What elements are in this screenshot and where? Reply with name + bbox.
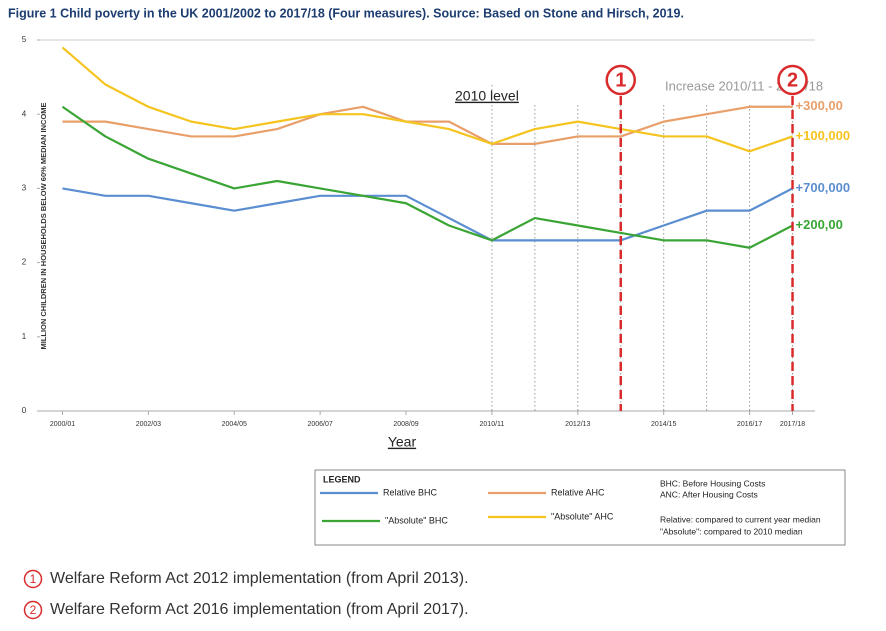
legend-note: "Absolute": compared to 2010 median xyxy=(660,526,803,536)
x-tick-label: 2012/13 xyxy=(565,421,590,428)
y-tick-label: 3 xyxy=(22,184,27,193)
baseline-annotation: 2010 level xyxy=(455,88,519,104)
footnote-marker: 1 xyxy=(30,572,37,586)
x-tick-label: 2014/15 xyxy=(651,421,676,428)
footnote-marker-circle xyxy=(23,569,43,589)
x-tick-label: 2002/03 xyxy=(136,421,161,428)
x-tick-label: 2017/18 xyxy=(780,421,805,428)
legend-note: BHC: Before Housing Costs xyxy=(660,478,765,488)
footnote-text: Welfare Reform Act 2016 implementation (… xyxy=(50,601,469,618)
event-label: 2 xyxy=(787,69,798,91)
event-marker xyxy=(605,64,636,96)
footnote-marker: 2 xyxy=(30,603,37,617)
footnote-text: Welfare Reform Act 2012 implementation (… xyxy=(50,570,469,587)
y-axis-label: MILLION CHILDREN IN HOUSEHOLDS BELOW 60%… xyxy=(39,102,48,349)
series-line xyxy=(62,105,793,145)
x-tick-label: 2008/09 xyxy=(393,421,418,428)
y-tick-label: 5 xyxy=(22,35,27,44)
y-tick-label: 0 xyxy=(22,406,27,415)
x-tick-label: 2010/11 xyxy=(480,421,505,428)
change-label: +100,000 xyxy=(796,128,851,143)
y-tick-label: 4 xyxy=(22,109,27,118)
x-axis-label: Year xyxy=(388,434,417,450)
x-tick-label: 2016/17 xyxy=(737,421,762,428)
legend-title: LEGEND xyxy=(323,474,361,484)
change-label: +700,000 xyxy=(796,180,851,195)
x-tick-label: 2006/07 xyxy=(307,421,332,428)
series-line xyxy=(61,46,793,153)
legend-label: Relative BHC xyxy=(383,487,438,497)
event-label: 1 xyxy=(615,69,626,91)
legend-box xyxy=(314,469,846,546)
legend-note: Relative: compared to current year media… xyxy=(660,514,821,524)
x-tick-label: 2004/05 xyxy=(222,421,247,428)
chart-title: Figure 1 Child poverty in the UK 2001/20… xyxy=(8,6,684,20)
series-line xyxy=(62,187,794,242)
legend-note: ANC: After Housing Costs xyxy=(660,489,758,499)
y-tick-label: 2 xyxy=(22,258,27,267)
event-marker xyxy=(777,64,808,96)
y-tick-label: 1 xyxy=(22,332,27,341)
legend-label: "Absolute" BHC xyxy=(385,515,448,525)
change-label: +200,00 xyxy=(796,217,843,232)
x-tick-label: 2000/01 xyxy=(50,421,75,428)
legend-label: "Absolute" AHC xyxy=(551,511,614,521)
footnote-marker-circle xyxy=(23,600,43,620)
series-line xyxy=(61,105,794,249)
change-label: +300,00 xyxy=(796,98,843,113)
legend-label: Relative AHC xyxy=(551,487,605,497)
